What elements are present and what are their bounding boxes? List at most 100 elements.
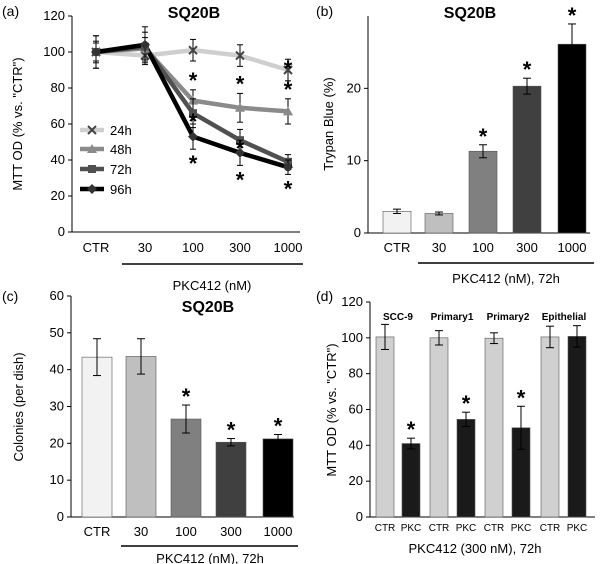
x-tick-label: 300 xyxy=(220,524,242,539)
significance-star: * xyxy=(568,3,577,28)
x-tick-label: CTR xyxy=(83,240,110,255)
data-point-96h xyxy=(235,147,245,158)
bar xyxy=(557,43,587,234)
x-tick-label: 100 xyxy=(175,524,197,539)
y-axis-label: Colonies (per dish) xyxy=(11,352,26,461)
bar xyxy=(468,150,498,234)
y-tick-label: 60 xyxy=(50,288,64,303)
group-label: Epithelial xyxy=(542,312,587,323)
y-tick-label: 80 xyxy=(51,80,65,95)
x-tick-label: 300 xyxy=(229,240,251,255)
x-tick-label: CTR xyxy=(484,523,505,534)
y-tick-label: 20 xyxy=(51,188,65,203)
bar xyxy=(170,418,202,518)
significance-star: * xyxy=(274,413,283,438)
legend-marker-48h xyxy=(87,144,97,153)
significance-star: * xyxy=(189,109,198,134)
data-point-24h xyxy=(235,50,245,61)
legend-marker-24h xyxy=(87,125,97,135)
panel-letter-d: (d) xyxy=(316,288,333,304)
significance-star: * xyxy=(523,57,532,82)
y-tick-label: 10 xyxy=(50,472,64,487)
bar xyxy=(540,336,560,518)
data-point-96h xyxy=(283,162,293,173)
y-tick-label: 20 xyxy=(349,473,363,488)
x-group-label: PKC412 (nM) xyxy=(173,278,252,293)
data-point-96h xyxy=(140,39,150,50)
x-tick-label: PKC xyxy=(511,523,532,534)
y-tick-label: 20 xyxy=(347,80,361,95)
significance-star: * xyxy=(407,417,416,442)
x-tick-label: 30 xyxy=(432,240,446,255)
x-tick-label: CTR xyxy=(384,240,411,255)
bar xyxy=(512,85,542,234)
significance-star: * xyxy=(189,151,198,176)
x-tick-label: 1000 xyxy=(264,524,293,539)
significance-star: * xyxy=(182,384,191,409)
legend-marker-72h xyxy=(88,165,96,173)
bar xyxy=(429,337,449,518)
y-tick-label: 100 xyxy=(341,330,363,345)
chart-title: SQ20B xyxy=(182,299,234,316)
x-tick-label: CTR xyxy=(84,524,111,539)
data-point-24h xyxy=(283,65,293,75)
bar xyxy=(484,337,504,518)
chart-title: SQ20B xyxy=(168,5,220,22)
x-tick-label: 100 xyxy=(472,240,494,255)
data-point-72h xyxy=(189,109,197,118)
data-point-24h xyxy=(188,45,198,55)
x-tick-label: PKC xyxy=(567,523,588,534)
y-tick-label: 60 xyxy=(349,402,363,417)
significance-star: * xyxy=(284,77,293,102)
data-point-48h xyxy=(283,106,293,116)
significance-star: * xyxy=(462,391,471,416)
y-tick-label: 40 xyxy=(50,362,64,377)
x-tick-label: PKC xyxy=(401,523,422,534)
marker-stroke xyxy=(188,45,198,55)
y-tick-label: 0 xyxy=(356,509,363,524)
legend-label: 48h xyxy=(110,142,132,157)
bar xyxy=(424,213,454,234)
bar xyxy=(401,443,421,518)
marker-stroke xyxy=(283,65,293,75)
x-tick-label: 300 xyxy=(516,240,538,255)
chart-title: SQ20B xyxy=(444,5,496,22)
bar xyxy=(262,438,294,518)
y-tick-label: 20 xyxy=(50,435,64,450)
legend-label: 24h xyxy=(110,123,132,138)
y-tick-label: 120 xyxy=(43,8,65,23)
x-tick-label: 1000 xyxy=(558,240,587,255)
significance-star: * xyxy=(236,167,245,192)
legend-label: 72h xyxy=(110,162,132,177)
marker-stroke xyxy=(87,125,97,135)
x-tick-label: 30 xyxy=(134,524,148,539)
bar xyxy=(456,419,476,518)
y-axis-label: MTT OD (% vs. "CTR") xyxy=(10,57,25,190)
y-tick-label: 60 xyxy=(51,116,65,131)
x-tick-label: CTR xyxy=(375,523,396,534)
data-point-48h xyxy=(235,102,245,112)
x-tick-label: 30 xyxy=(138,240,152,255)
significance-star: * xyxy=(284,56,293,81)
significance-star: * xyxy=(284,176,293,201)
y-tick-label: 10 xyxy=(347,153,361,168)
bar xyxy=(382,211,412,234)
y-tick-label: 40 xyxy=(349,437,363,452)
y-tick-label: 0 xyxy=(58,224,65,239)
y-tick-label: 100 xyxy=(43,44,65,59)
x-tick-label: 100 xyxy=(182,240,204,255)
panel-letter-b: (b) xyxy=(316,3,333,19)
x-group-label: PKC412 (nM), 72h xyxy=(452,271,560,286)
marker-stroke xyxy=(235,50,245,61)
x-tick-label: CTR xyxy=(540,523,561,534)
y-axis-label: MTT OD (% vs. "CTR") xyxy=(324,343,339,476)
bar xyxy=(375,336,395,518)
significance-star: * xyxy=(236,71,245,96)
y-tick-label: 120 xyxy=(341,294,363,309)
y-tick-label: 0 xyxy=(354,225,361,240)
legend-label: 96h xyxy=(110,182,132,197)
data-point-96h xyxy=(91,47,101,57)
y-tick-label: 80 xyxy=(349,366,363,381)
x-tick-label: CTR xyxy=(429,523,450,534)
